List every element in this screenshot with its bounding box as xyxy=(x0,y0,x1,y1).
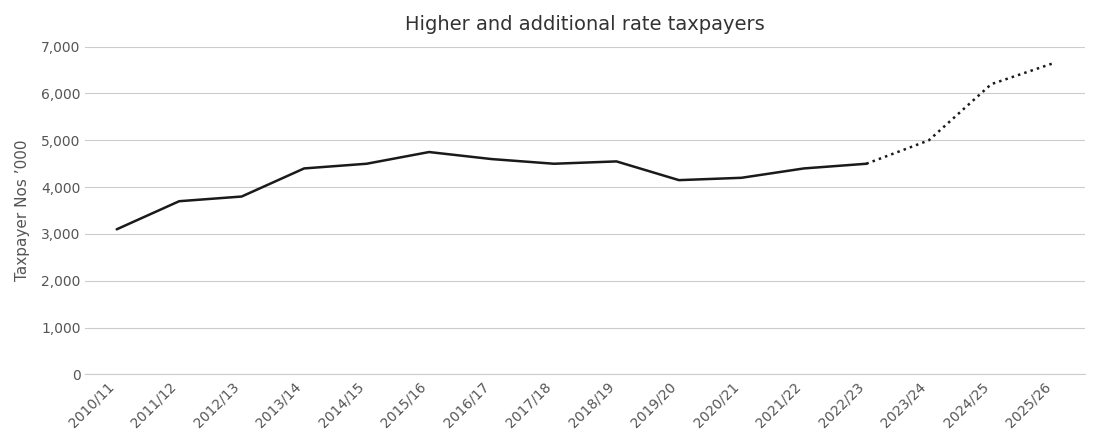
Title: Higher and additional rate taxpayers: Higher and additional rate taxpayers xyxy=(406,15,766,34)
Y-axis label: Taxpayer Nos ’000: Taxpayer Nos ’000 xyxy=(15,140,30,281)
